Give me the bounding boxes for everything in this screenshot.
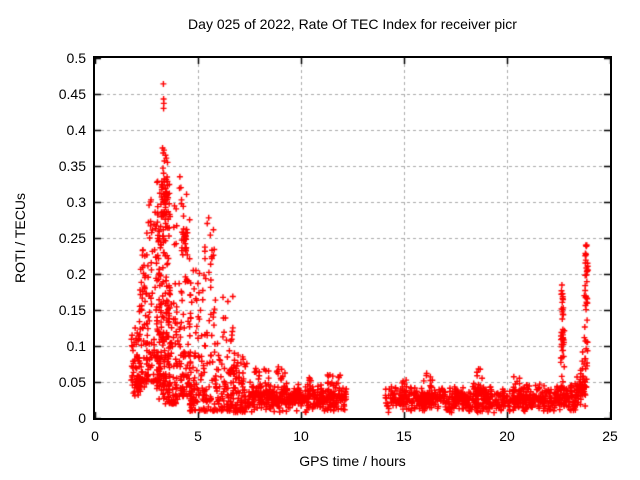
y-tick-label: 0.25: [58, 230, 86, 246]
y-tick-label: 0.05: [58, 374, 86, 390]
y-tick-label: 0.15: [58, 302, 86, 318]
chart-title: Day 025 of 2022, Rate Of TEC Index for r…: [188, 16, 517, 32]
y-tick-label: 0.3: [66, 194, 86, 210]
y-tick-label: 0.5: [66, 50, 86, 66]
y-tick-label: 0.1: [66, 338, 86, 354]
y-tick-label: 0.2: [66, 266, 86, 282]
y-tick-label: 0.4: [66, 122, 86, 138]
y-tick-label: 0.35: [58, 158, 86, 174]
x-tick-label: 25: [602, 428, 618, 444]
y-tick-label: 0: [78, 410, 86, 426]
y-tick-label: 0.45: [58, 86, 86, 102]
x-tick-label: 0: [91, 428, 99, 444]
x-tick-label: 15: [396, 428, 412, 444]
x-tick-label: 20: [499, 428, 515, 444]
x-tick-label: 10: [293, 428, 309, 444]
scatter-canvas: [95, 58, 610, 418]
x-tick-label: 5: [194, 428, 202, 444]
x-axis-label: GPS time / hours: [299, 453, 406, 469]
